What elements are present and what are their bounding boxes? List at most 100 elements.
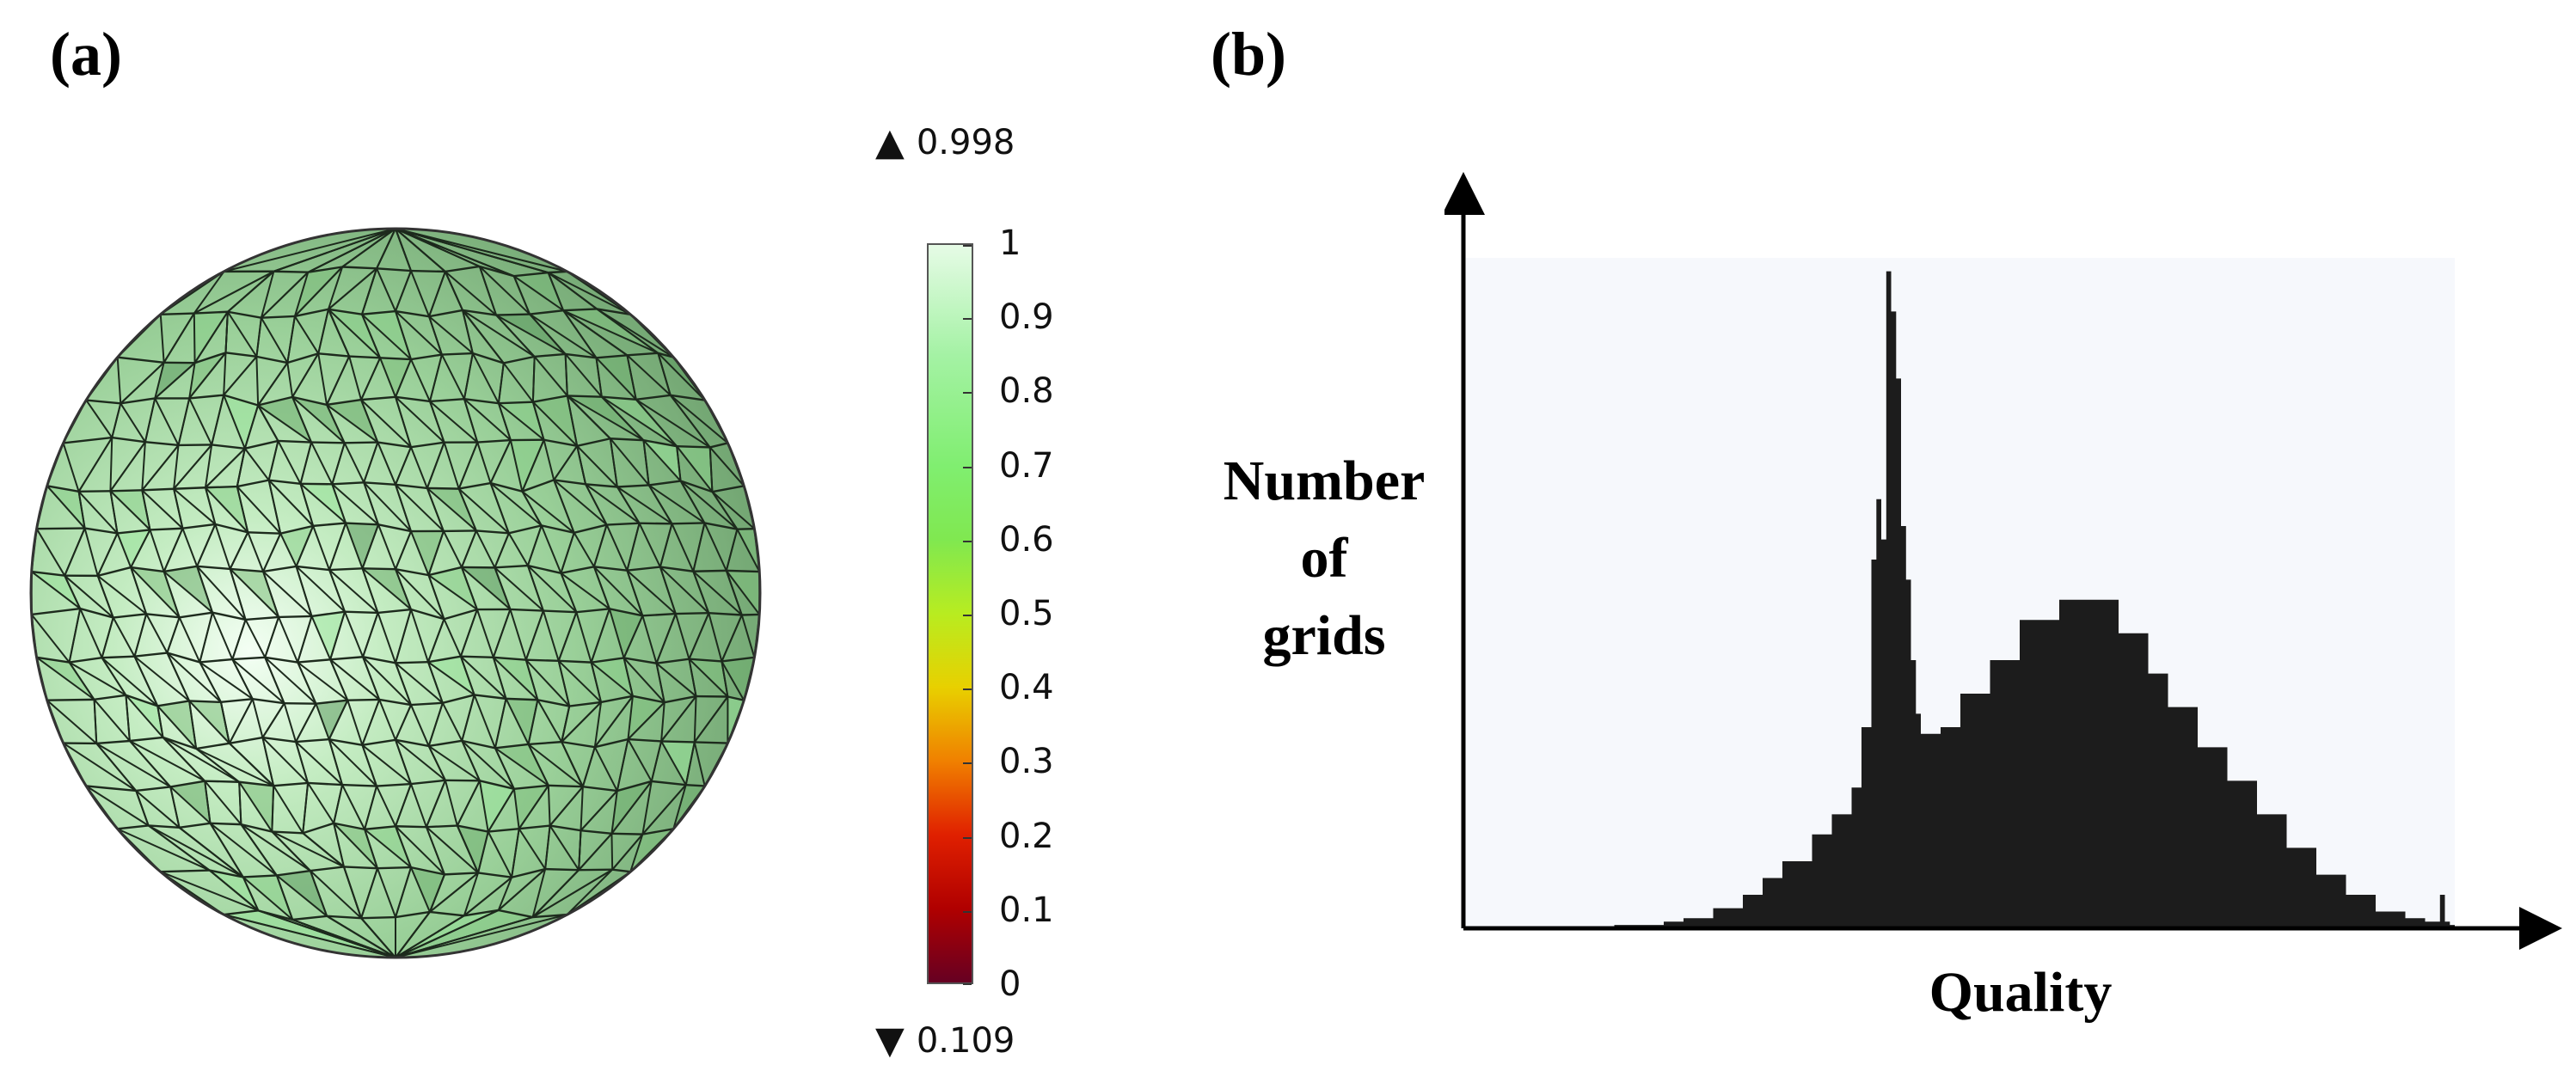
mesh-edge (509, 439, 524, 492)
mesh-edge (429, 401, 478, 444)
mesh-edge (395, 915, 465, 958)
mesh-edge (395, 909, 500, 958)
mesh-edge (676, 445, 714, 493)
mesh-edge (540, 525, 562, 574)
mesh-edge (293, 272, 310, 317)
mesh-edge (86, 399, 121, 405)
mesh-edge (657, 352, 706, 401)
mesh-edge (562, 309, 629, 357)
mesh-edge (328, 700, 349, 740)
mesh-edge (318, 352, 350, 358)
mesh-cell (427, 656, 475, 695)
mesh-edge (395, 484, 412, 532)
mesh-edge (240, 823, 278, 877)
mesh-edge (225, 352, 257, 358)
mesh-edge (163, 571, 213, 614)
mesh-edge (395, 229, 412, 272)
mesh-edge (410, 701, 443, 707)
mesh-edge (209, 869, 244, 878)
mesh-edge (627, 738, 653, 782)
mesh-edge (109, 438, 113, 492)
mesh-edge (659, 566, 709, 614)
mesh-edge (361, 567, 379, 614)
mesh-edge (494, 567, 512, 610)
mesh-edge (149, 529, 165, 572)
mesh-edge (623, 657, 657, 664)
mesh-edge (642, 440, 650, 486)
mesh-edge (286, 315, 296, 364)
mesh-edge (526, 525, 543, 566)
mesh-edge (557, 611, 578, 662)
mesh-edge (609, 608, 643, 617)
mesh-edge (529, 309, 564, 315)
mesh-edge (596, 308, 674, 358)
mesh-edge (260, 271, 275, 318)
mesh-edge (310, 866, 345, 872)
mesh-edge (726, 569, 760, 573)
mesh-edge (309, 870, 328, 917)
mesh-edge (658, 352, 674, 358)
mesh-edge (616, 484, 649, 488)
mesh-edge (96, 739, 130, 745)
mesh-edge (244, 448, 270, 481)
mesh-edge (708, 612, 742, 616)
mesh-edge (456, 825, 479, 873)
mesh-edge (264, 616, 280, 658)
mesh-edge (458, 487, 510, 535)
mesh-edge (125, 695, 164, 738)
sphere-outline (29, 227, 762, 959)
mesh-edge (94, 694, 126, 701)
mesh-edge (135, 790, 181, 829)
mesh-edge (31, 570, 65, 577)
mesh-edge (188, 701, 198, 750)
mesh-edge (276, 874, 328, 917)
mesh-edge (456, 780, 481, 827)
mesh-edge (518, 824, 550, 830)
mesh-edge (297, 662, 317, 705)
mesh-edge (344, 441, 378, 444)
mesh-edge (286, 352, 319, 364)
mesh-edge (493, 656, 526, 661)
mesh-edge (163, 565, 198, 573)
mesh-edge (229, 743, 274, 786)
mesh-edge (166, 616, 181, 653)
mesh-edge (627, 701, 665, 740)
mesh-edge (116, 533, 132, 568)
mesh-edge (129, 736, 163, 743)
mesh-edge (261, 317, 289, 364)
mesh-edge (328, 309, 351, 357)
mesh-edge (141, 490, 151, 530)
mesh-edge (377, 612, 396, 664)
mesh-edge (243, 405, 260, 450)
mesh-edge (564, 353, 603, 398)
mesh-edge (513, 271, 549, 278)
mesh-edge (591, 657, 624, 664)
triangle-down-icon: ▼ (875, 1019, 905, 1062)
mesh-edge (592, 566, 610, 609)
mesh-edge (549, 824, 581, 832)
mesh-edge (427, 661, 475, 696)
mesh-edge (271, 786, 275, 832)
panel-label-b: (b) (1211, 20, 1286, 89)
mesh-edge (116, 357, 122, 404)
mesh-edge (532, 913, 567, 919)
mesh-edge (361, 744, 377, 786)
mesh-edge (79, 608, 103, 658)
mesh-edge (616, 486, 641, 524)
mesh-edge (360, 357, 381, 401)
mesh-edge (148, 824, 211, 872)
mesh-edge (461, 740, 481, 781)
mesh-edge (120, 397, 156, 405)
mesh-edge (648, 484, 706, 524)
mesh-edge (376, 786, 396, 827)
mesh-edge (532, 395, 568, 403)
mesh-edge (342, 266, 377, 270)
mesh-edge (204, 487, 217, 525)
mesh-edge (196, 566, 214, 613)
mesh-cell (609, 609, 643, 658)
mesh-edge (498, 402, 545, 441)
mesh-edge (361, 314, 382, 358)
mesh-edge (150, 527, 183, 531)
mesh-edge (232, 656, 266, 661)
mesh-edge (494, 698, 507, 749)
